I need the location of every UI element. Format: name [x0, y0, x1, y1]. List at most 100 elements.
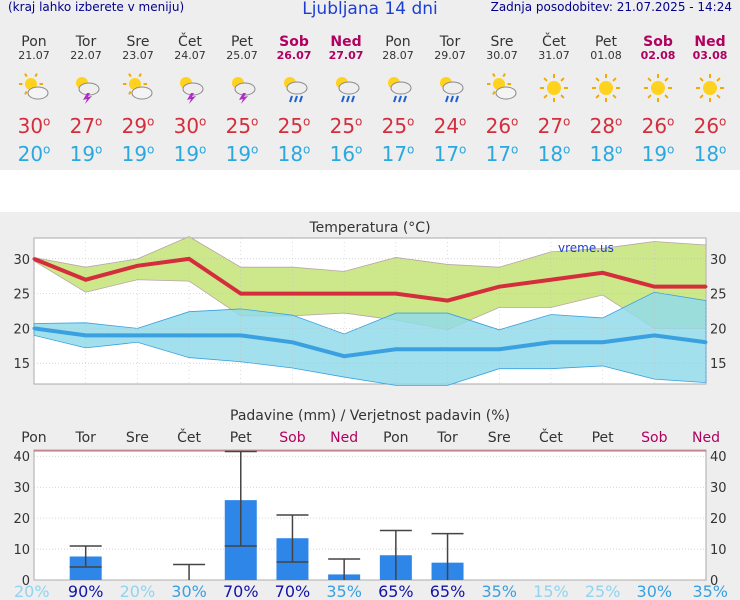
precipitation-x-label: Čet — [177, 428, 201, 446]
day-name: Sob — [279, 34, 309, 50]
min-temp-point — [187, 333, 191, 337]
temperature-y-tick-right: 30 — [710, 253, 727, 268]
forecast-charts: Temperatura (°C) 15 15 20 20 25 25 30 30 vreme.us… — [13, 220, 728, 600]
max-temp: 26o — [641, 114, 675, 138]
precipitation-probability: 35% — [326, 582, 362, 600]
max-temp: 25o — [225, 114, 259, 138]
day-date: 27.07 — [328, 49, 364, 62]
day-date: 30.07 — [486, 49, 518, 62]
max-temp-point — [549, 278, 553, 282]
precipitation-bar — [69, 556, 102, 580]
day-column: Pon 28.07 25o 17o — [372, 34, 424, 166]
precipitation-x-label: Pon — [21, 430, 46, 446]
max-temp-point — [652, 285, 656, 289]
day-name: Tor — [75, 34, 97, 50]
location-menu-hint[interactable]: (kraj lahko izberete v meniju) — [8, 0, 185, 14]
precipitation-x-label: Tor — [436, 430, 458, 446]
max-temp-point — [446, 299, 450, 303]
day-column: Tor 22.07 27o 19o — [60, 34, 112, 166]
max-temp: 27o — [69, 114, 103, 138]
max-temp-point — [187, 257, 191, 261]
thunderstorm-sun-icon — [76, 77, 100, 104]
max-temp: 30o — [17, 114, 51, 138]
day-name: Čet — [542, 34, 566, 50]
day-column: Sob 02.08 26o 19o — [632, 34, 684, 166]
sun-icon — [592, 74, 620, 102]
rain-sun-icon — [284, 77, 308, 103]
sun-icon — [696, 74, 724, 102]
day-date: 03.08 — [692, 49, 728, 62]
precipitation-x-label: Pet — [592, 430, 615, 446]
min-temp: 17o — [381, 142, 415, 166]
max-temp-point — [497, 285, 501, 289]
day-name: Pet — [230, 34, 254, 50]
day-column: Pon 21.07 30o 20o — [8, 34, 60, 166]
min-temp: 19o — [225, 142, 259, 166]
min-temp-point — [497, 347, 501, 351]
day-name: Pon — [21, 34, 47, 50]
min-temp-point — [290, 340, 294, 344]
max-temp-point — [394, 292, 398, 296]
min-temp-line — [33, 326, 707, 359]
precipitation-y-tick-right: 30 — [710, 481, 727, 496]
max-temp-point — [342, 292, 346, 296]
max-temp-point — [704, 285, 708, 289]
precipitation-x-label: Ned — [692, 430, 720, 446]
min-temp-point — [239, 333, 243, 337]
precipitation-y-tick: 10 — [13, 543, 30, 558]
day-column: Sre 23.07 29o 19o — [112, 34, 164, 166]
precipitation-x-label: Sob — [279, 430, 305, 446]
sun-cloud-icon — [123, 73, 153, 100]
temperature-y-tick-right: 20 — [710, 322, 727, 337]
precipitation-probability: 15% — [533, 582, 569, 600]
precipitation-x-label: Sob — [641, 430, 667, 446]
day-date: 28.07 — [382, 49, 414, 62]
min-temp: 19o — [641, 142, 675, 166]
precipitation-plot-area — [33, 449, 707, 581]
precipitation-probability: 35% — [692, 582, 728, 600]
page-title: Ljubljana 14 dni — [302, 0, 438, 19]
day-name: Čet — [178, 34, 202, 50]
day-date: 29.07 — [434, 49, 466, 62]
max-temp: 27o — [537, 114, 571, 138]
min-temp-point — [32, 326, 36, 330]
day-name: Sre — [126, 34, 150, 50]
temperature-y-tick: 20 — [13, 322, 30, 337]
day-date: 25.07 — [226, 49, 258, 62]
max-temp: 25o — [277, 114, 311, 138]
precipitation-probability: 65% — [378, 582, 414, 600]
day-date: 24.07 — [174, 49, 206, 62]
sun-icon — [540, 74, 568, 102]
day-date: 02.08 — [640, 49, 676, 62]
min-temp: 19o — [69, 142, 103, 166]
day-column: Ned 03.08 26o 18o — [684, 34, 736, 166]
min-temp-point — [135, 333, 139, 337]
sun-cloud-icon — [19, 73, 49, 100]
day-date: 21.07 — [18, 49, 50, 62]
day-date: 31.07 — [538, 49, 570, 62]
last-updated: Zadnja posodobitev: 21.07.2025 - 14:24 — [490, 0, 732, 14]
max-temp: 25o — [381, 114, 415, 138]
min-temp-point — [446, 347, 450, 351]
day-column: Tor 29.07 24o 17o — [424, 34, 476, 166]
max-temp-line — [33, 256, 706, 303]
min-temp-point — [652, 333, 656, 337]
precipitation-y-tick-right: 10 — [710, 543, 727, 558]
min-temp: 16o — [329, 142, 363, 166]
min-temp: 18o — [589, 142, 623, 166]
min-temp-point — [394, 347, 398, 351]
precipitation-probability: 65% — [430, 582, 466, 600]
min-temp-point — [704, 340, 708, 344]
max-temp-point — [84, 278, 88, 282]
min-temp: 17o — [433, 142, 467, 166]
precipitation-y-tick: 40 — [13, 450, 30, 465]
temperature-y-tick: 30 — [13, 253, 30, 268]
day-name: Ned — [694, 34, 726, 50]
max-temp-point — [601, 271, 605, 275]
precipitation-y-tick: 0 — [22, 574, 30, 589]
day-column: Pet 01.08 28o 18o — [580, 34, 632, 166]
rain-sun-icon — [336, 77, 360, 103]
min-temp-point — [84, 333, 88, 337]
day-name: Tor — [439, 34, 461, 50]
precipitation-x-label: Tor — [74, 430, 96, 446]
